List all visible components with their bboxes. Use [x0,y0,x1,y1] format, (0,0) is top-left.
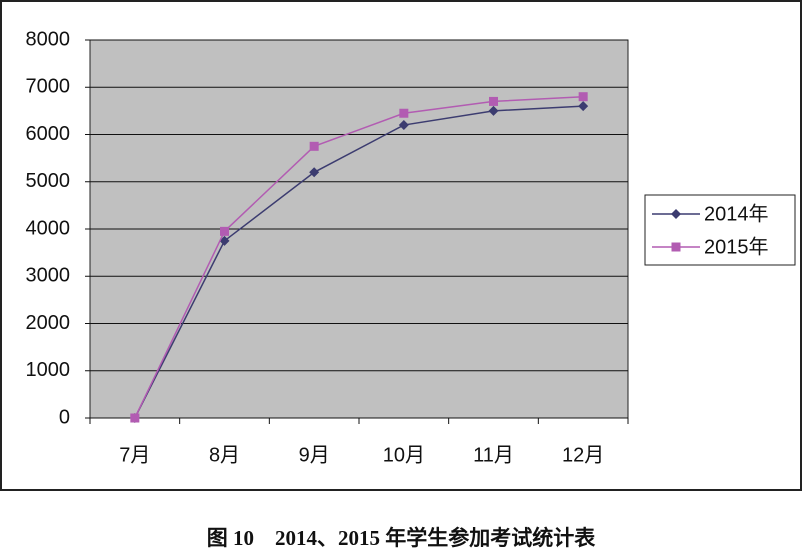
x-tick-label: 10月 [383,444,425,466]
y-tick-label: 8000 [26,28,71,50]
legend-marker [671,209,681,219]
y-tick-label: 4000 [26,217,71,239]
series-line [134,105,584,419]
point [219,235,230,246]
legend-label: 2014年 [704,202,769,225]
point [309,141,319,151]
point [578,92,588,102]
y-tick-label: 7000 [26,76,71,98]
caption: 图 10 2014、2015 年学生参加考试统计表 [207,526,596,550]
y-tick-label: 5000 [26,170,71,192]
x-tick-label: 12月 [562,444,604,466]
x-tick-label: 8月 [209,444,240,466]
y-tick-label: 1000 [26,359,71,381]
y-tick-label: 0 [59,406,70,428]
point [489,96,498,106]
legend-label: 2015年 [704,235,769,258]
point [399,108,409,118]
point [488,105,499,116]
point [130,413,140,423]
y-tick-label: 2000 [26,312,71,334]
series-line [134,95,584,419]
point [578,101,589,112]
point [220,226,229,236]
y-tick-label: 6000 [26,123,71,145]
point [309,167,320,178]
legend-marker [671,242,681,252]
x-tick-label: 9月 [299,444,330,466]
legend-box [644,194,796,266]
point [398,120,409,131]
x-tick-label: 7月 [119,444,150,466]
x-tick-label: 11月 [473,444,514,466]
y-tick-label: 3000 [26,265,71,287]
